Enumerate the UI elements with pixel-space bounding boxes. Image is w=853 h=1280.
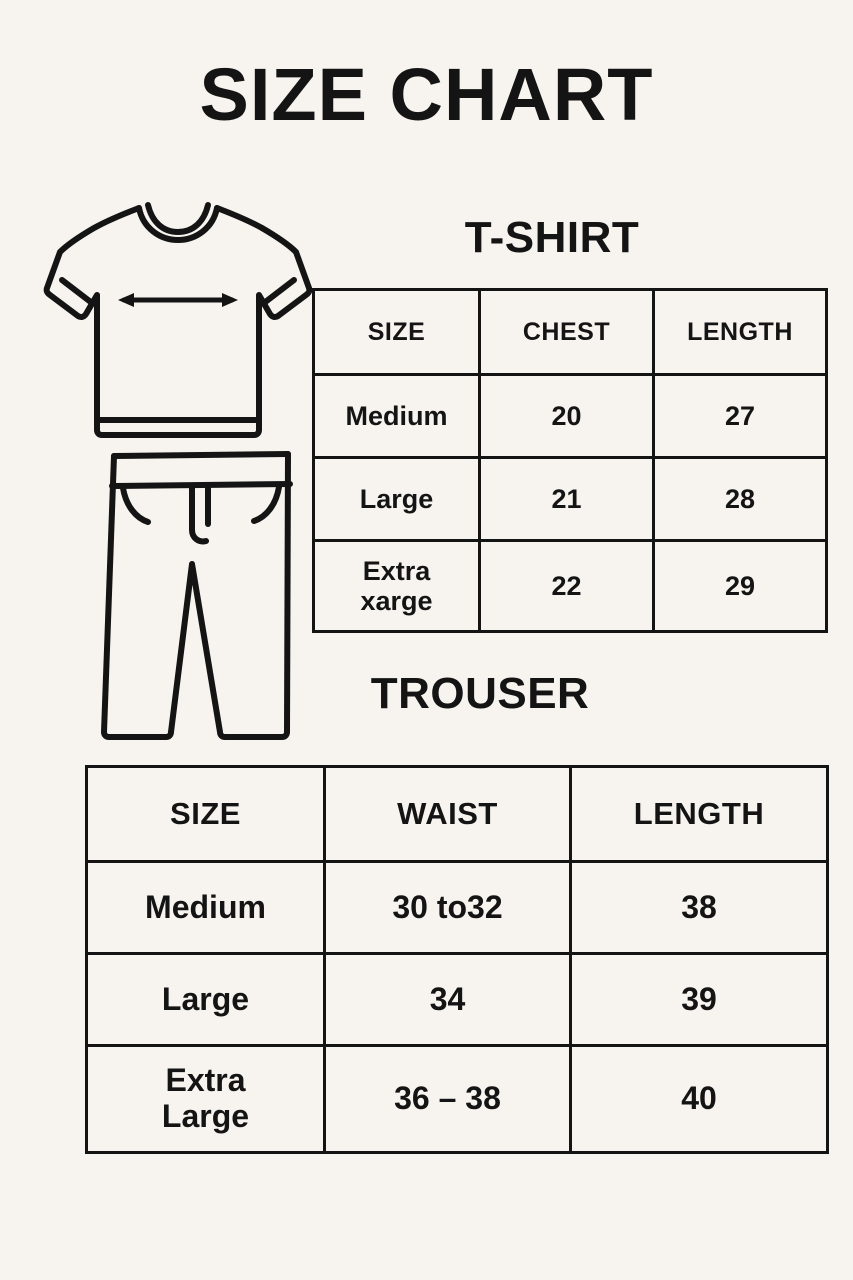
cell-chest: 22 <box>478 539 655 633</box>
trouser-size-table: SIZE WAIST LENGTH Medium 30 to32 38 Larg… <box>85 765 829 1154</box>
table-row: Medium 20 27 <box>312 373 828 459</box>
cell-waist: 36 – 38 <box>323 1044 572 1154</box>
table-row: Medium 30 to32 38 <box>85 860 829 955</box>
cell-length: 39 <box>569 952 829 1047</box>
cell-length: 27 <box>652 373 828 459</box>
cell-waist: 30 to32 <box>323 860 572 955</box>
cell-length: 29 <box>652 539 828 633</box>
cell-length: 28 <box>652 456 828 542</box>
tshirt-size-table: SIZE CHEST LENGTH Medium 20 27 Large 21 … <box>312 288 828 633</box>
trouser-section-heading: TROUSER <box>370 669 590 718</box>
trouser-illustration <box>101 451 293 740</box>
column-header-size: SIZE <box>85 765 326 863</box>
cell-length: 38 <box>569 860 829 955</box>
cell-size: Extra xarge <box>312 539 481 633</box>
cell-chest: 20 <box>478 373 655 459</box>
tshirt-section-heading: T-SHIRT <box>464 213 640 262</box>
cell-waist: 34 <box>323 952 572 1047</box>
table-header-row: SIZE CHEST LENGTH <box>312 288 828 376</box>
cell-size: Large <box>85 952 326 1047</box>
column-header-size: SIZE <box>312 288 481 376</box>
cell-size: Extra Large <box>85 1044 326 1154</box>
table-row: Large 21 28 <box>312 456 828 542</box>
cell-length: 40 <box>569 1044 829 1154</box>
cell-chest: 21 <box>478 456 655 542</box>
cell-size-text: Extra xarge <box>360 555 433 616</box>
table-row: Extra Large 36 – 38 40 <box>85 1044 829 1154</box>
page-title: SIZE CHART <box>199 53 654 136</box>
table-header-row: SIZE WAIST LENGTH <box>85 765 829 863</box>
column-header-waist: WAIST <box>323 765 572 863</box>
table-row: Large 34 39 <box>85 952 829 1047</box>
table-row: Extra xarge 22 29 <box>312 539 828 633</box>
cell-size: Large <box>312 456 481 542</box>
column-header-chest: CHEST <box>478 288 655 376</box>
chest-width-arrow <box>118 293 238 307</box>
cell-size: Medium <box>312 373 481 459</box>
cell-size-text: Extra Large <box>161 1062 250 1134</box>
cell-size: Medium <box>85 860 326 955</box>
t-shirt-illustration <box>43 202 313 438</box>
column-header-length: LENGTH <box>652 288 828 376</box>
column-header-length: LENGTH <box>569 765 829 863</box>
